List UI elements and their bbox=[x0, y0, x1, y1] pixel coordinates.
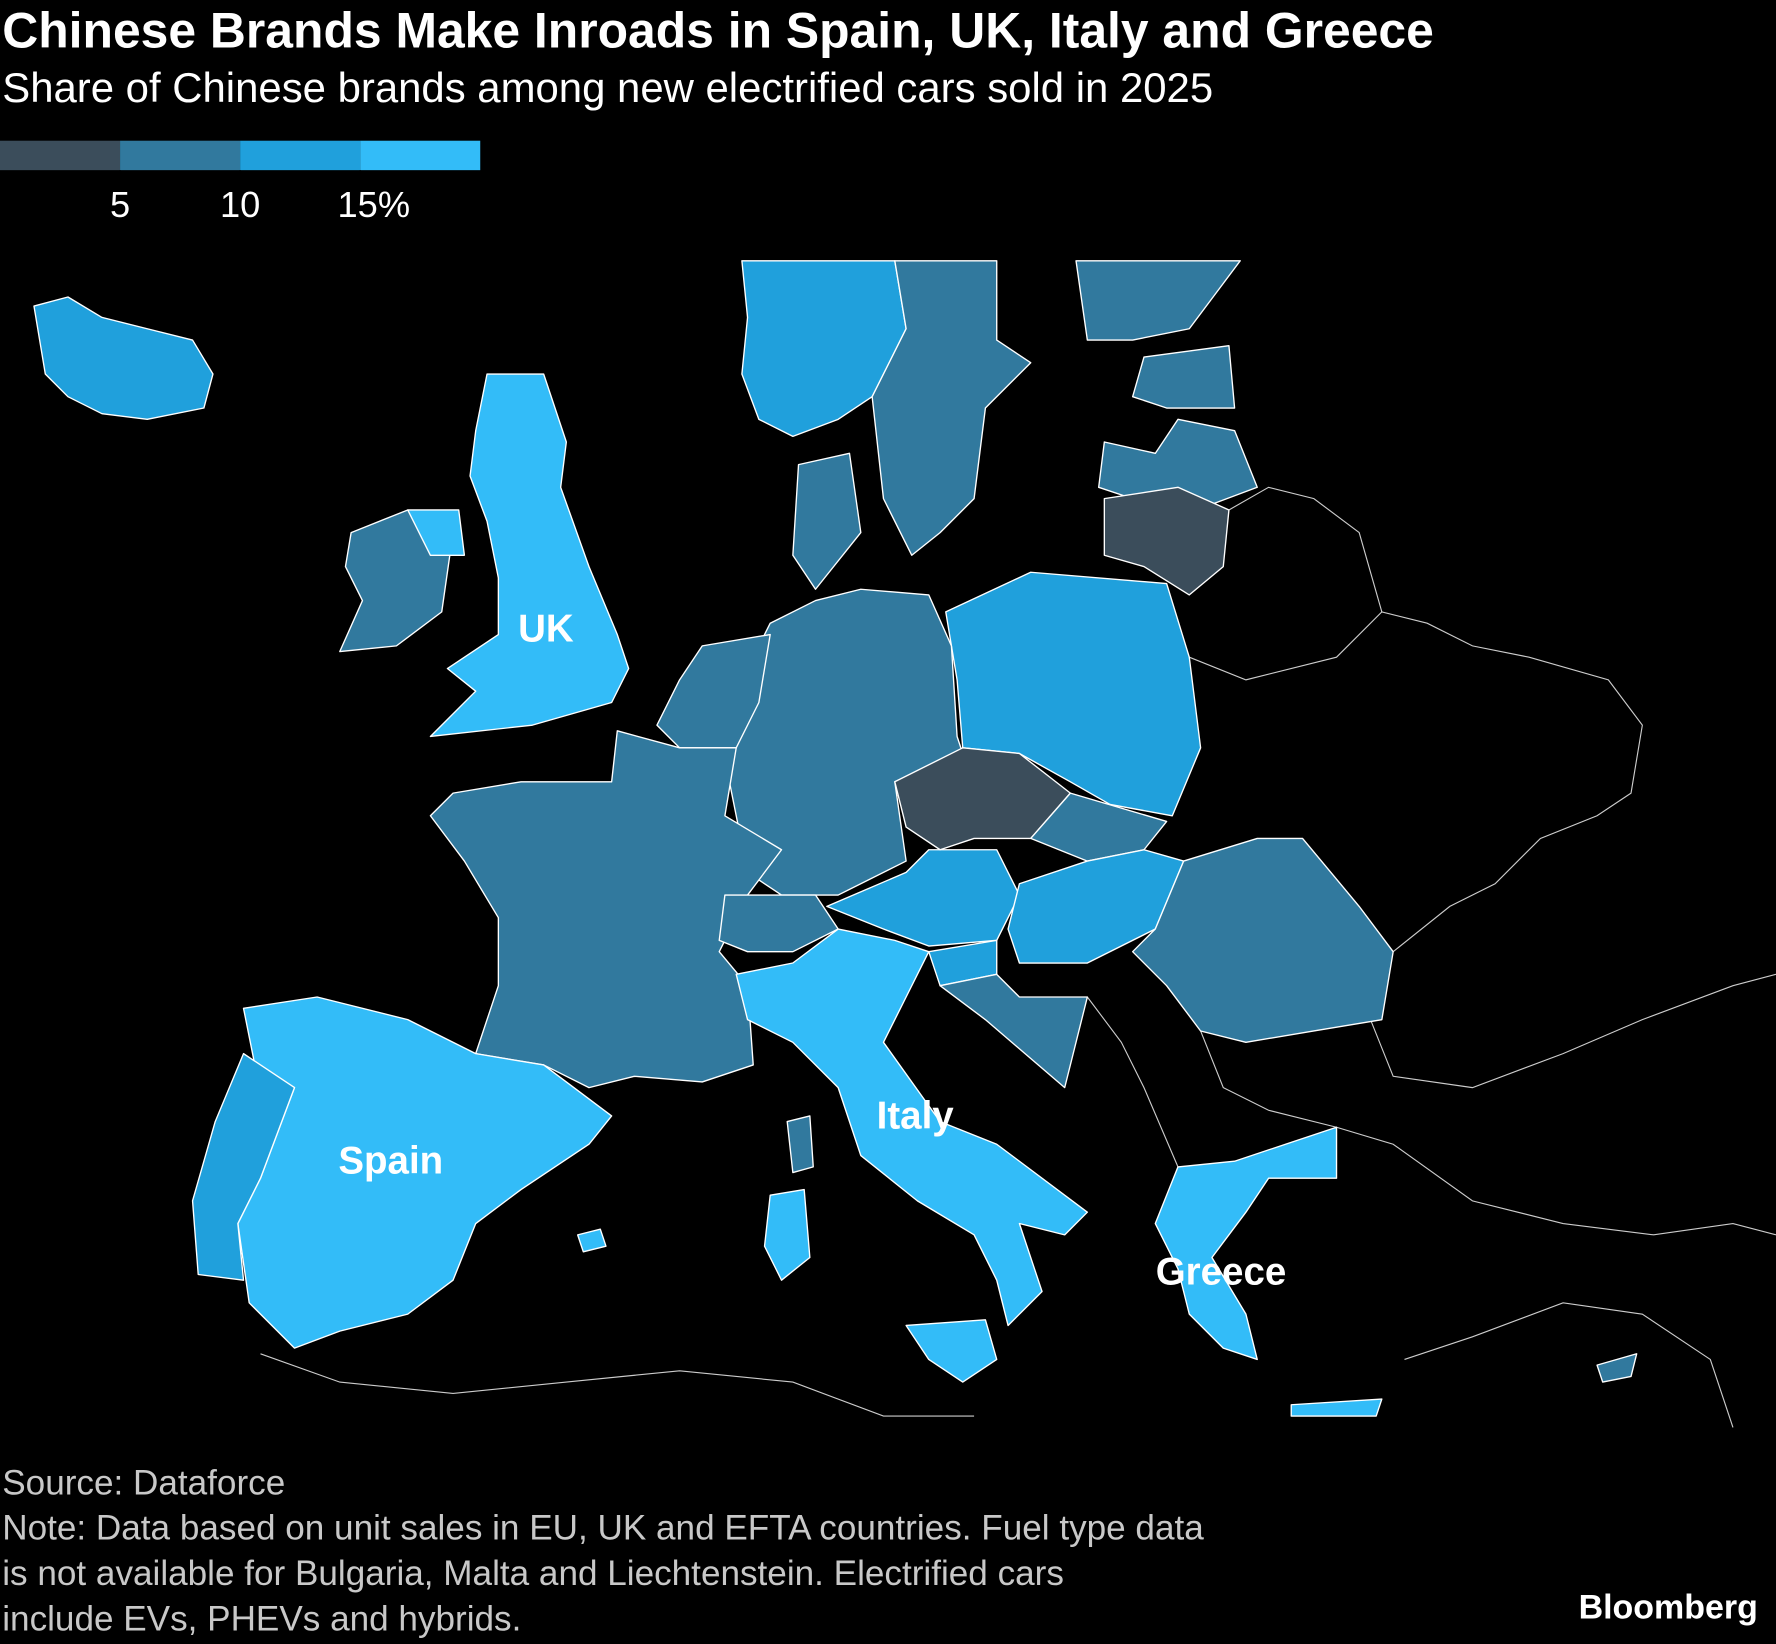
country-shape bbox=[905, 1319, 998, 1383]
legend-swatch bbox=[120, 140, 241, 171]
country-shape bbox=[191, 1052, 296, 1281]
border-line bbox=[1228, 486, 1643, 953]
border-line bbox=[1336, 1126, 1776, 1236]
border-line bbox=[1369, 973, 1776, 1089]
country-shape bbox=[1030, 792, 1168, 862]
country-shape bbox=[429, 373, 630, 738]
country-shape bbox=[1103, 486, 1230, 596]
map bbox=[33, 260, 1776, 1428]
country-shape bbox=[735, 928, 1089, 1327]
note-line: Note: Data based on unit sales in EU, UK… bbox=[2, 1509, 1204, 1548]
subtitle: Share of Chinese brands among new electr… bbox=[2, 64, 1213, 111]
border-line bbox=[1189, 611, 1383, 681]
legend-tick-label: 10 bbox=[220, 184, 260, 225]
border-line bbox=[260, 1353, 975, 1417]
legend-swatch bbox=[240, 140, 361, 171]
title: Chinese Brands Make Inroads in Spain, UK… bbox=[2, 2, 1434, 58]
country-shape bbox=[33, 296, 214, 421]
country-label: Italy bbox=[877, 1094, 955, 1137]
legend: 5 10 15% bbox=[0, 140, 481, 225]
country-label: Greece bbox=[1156, 1251, 1287, 1294]
country-shape bbox=[576, 1228, 607, 1253]
country-shape bbox=[1097, 418, 1258, 505]
legend-swatch bbox=[360, 140, 481, 171]
country-shape bbox=[786, 1115, 814, 1174]
country-shape bbox=[871, 260, 1032, 556]
country-shape bbox=[1131, 345, 1236, 409]
brand: Bloomberg bbox=[1579, 1589, 1758, 1627]
country-shape bbox=[1154, 1126, 1338, 1361]
note-line: include EVs, PHEVs and hybrids. bbox=[2, 1599, 521, 1638]
country-shape bbox=[792, 452, 862, 590]
country-shape bbox=[429, 730, 783, 1089]
country-shape bbox=[945, 571, 1202, 817]
country-shape bbox=[1290, 1398, 1383, 1417]
country-shape bbox=[1075, 260, 1241, 341]
country-label: UK bbox=[518, 607, 574, 650]
border-line bbox=[1086, 996, 1179, 1168]
source: Source: Dataforce bbox=[2, 1463, 285, 1502]
border-line bbox=[1404, 1302, 1734, 1428]
country-shape bbox=[407, 509, 466, 556]
legend-tick-label: 5 bbox=[110, 184, 130, 225]
country-shape bbox=[718, 894, 839, 953]
note-line: is not available for Bulgaria, Malta and… bbox=[2, 1554, 1064, 1593]
country-shape bbox=[939, 973, 1089, 1089]
legend-swatch bbox=[0, 140, 121, 171]
legend-tick-label: 15% bbox=[338, 184, 411, 225]
country-shape bbox=[1596, 1353, 1638, 1383]
border-line bbox=[1200, 1030, 1337, 1128]
country-shape bbox=[1131, 837, 1394, 1043]
country-shape bbox=[763, 1188, 811, 1281]
country-label: Spain bbox=[338, 1140, 443, 1183]
